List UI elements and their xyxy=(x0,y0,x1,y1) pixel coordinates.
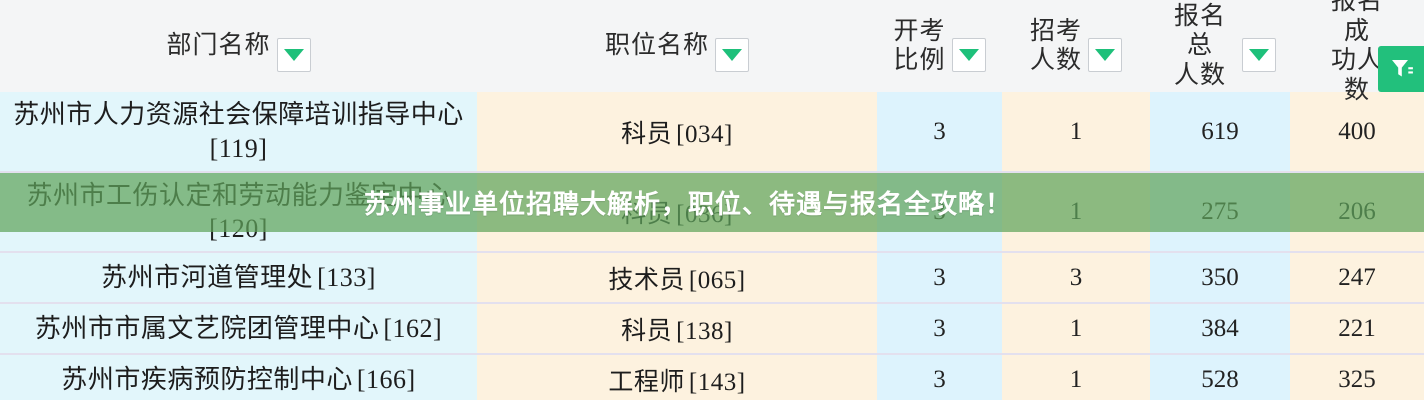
department-code: [133] xyxy=(317,262,376,292)
chevron-down-icon xyxy=(722,49,742,61)
filter-button[interactable] xyxy=(1378,46,1424,92)
cell-applicants-success: 325 xyxy=(1290,353,1424,400)
cell-applicants-total: 619 xyxy=(1150,92,1290,172)
hire-count-value: 1 xyxy=(1069,117,1083,145)
chevron-down-icon xyxy=(1095,49,1115,61)
position-code: [138] xyxy=(676,317,733,345)
applicants-success-value: 221 xyxy=(1338,314,1376,342)
column-header-label: 报名总 人数 xyxy=(1173,2,1226,89)
cell-hire-count: 1 xyxy=(1002,353,1150,400)
column-header-hire-count: 招考 人数 xyxy=(1002,0,1150,92)
cell-exam-ratio: 3 xyxy=(877,353,1002,400)
header-row: 部门名称 职位名称 开考 比 xyxy=(0,0,1424,104)
filter-dropdown-exam-ratio[interactable] xyxy=(951,38,986,72)
table-header: 部门名称 职位名称 开考 比 xyxy=(0,0,1424,104)
cell-hire-count: 1 xyxy=(1002,302,1150,354)
cell-exam-ratio: 3 xyxy=(877,92,1002,172)
column-header-department: 部门名称 xyxy=(0,0,477,92)
position-name: 科员 xyxy=(621,120,673,148)
exam-ratio-value: 3 xyxy=(933,314,946,342)
department-code: [166] xyxy=(356,365,416,395)
cell-department: 苏州市河道管理处 [133] xyxy=(0,251,477,303)
column-header-label: 职位名称 xyxy=(604,32,709,60)
table-row[interactable]: 苏州市疾病预防控制中心 [166] 工程师 [143] 3 1 528 325 xyxy=(0,353,1424,400)
position-name: 科员 xyxy=(621,317,673,345)
filter-dropdown-hire-count[interactable] xyxy=(1088,38,1122,72)
cell-hire-count: 3 xyxy=(1002,251,1150,303)
cell-exam-ratio: 3 xyxy=(877,251,1002,303)
applicants-success-value: 247 xyxy=(1338,263,1376,291)
filter-dropdown-position[interactable] xyxy=(715,38,749,72)
applicants-total-value: 619 xyxy=(1201,117,1239,145)
position-code: [065] xyxy=(688,266,746,294)
table-row[interactable]: 苏州市河道管理处 [133] 技术员 [065] 3 3 350 247 xyxy=(0,251,1424,303)
position-code: [143] xyxy=(688,369,746,396)
chevron-down-icon xyxy=(1249,49,1269,61)
headline-banner: 苏州事业单位招聘大解析，职位、待遇与报名全攻略！ xyxy=(0,173,1424,232)
chevron-down-icon xyxy=(283,49,304,61)
cell-exam-ratio: 3 xyxy=(877,302,1002,354)
column-header-exam-ratio: 开考 比例 xyxy=(877,0,1002,92)
hire-count-value: 3 xyxy=(1069,263,1083,291)
applicants-success-value: 400 xyxy=(1338,117,1376,145)
department-name: 苏州市河道管理处 xyxy=(101,262,314,292)
cell-position: 科员 [034] xyxy=(477,92,877,172)
filter-dropdown-department[interactable] xyxy=(276,38,311,72)
table-row[interactable]: 苏州市市属文艺院团管理中心 [162] 科员 [138] 3 1 384 221 xyxy=(0,302,1424,354)
column-header-label: 报名成 功人数 xyxy=(1330,0,1383,104)
exam-ratio-value: 3 xyxy=(933,117,946,145)
hire-count-value: 1 xyxy=(1069,314,1083,342)
cell-position: 科员 [138] xyxy=(477,302,877,354)
department-code: [119] xyxy=(209,133,268,163)
cell-applicants-total: 528 xyxy=(1150,353,1290,400)
hire-count-value: 1 xyxy=(1069,366,1083,393)
filter-icon xyxy=(1392,60,1413,77)
cell-hire-count: 1 xyxy=(1002,92,1150,172)
applicants-total-value: 384 xyxy=(1201,314,1239,342)
cell-applicants-success: 400 xyxy=(1290,92,1424,172)
table-body: 苏州市人力资源社会保障培训指导中心 [119] 科员 [034] 3 1 619 xyxy=(0,92,1424,400)
applicants-total-value: 350 xyxy=(1201,263,1239,291)
department-name: 苏州市疾病预防控制中心 xyxy=(61,365,353,395)
column-header-label: 招考 人数 xyxy=(1029,17,1082,75)
department-name: 苏州市市属文艺院团管理中心 xyxy=(34,313,380,343)
position-code: [034] xyxy=(676,120,733,148)
department-name: 苏州市人力资源社会保障培训指导中心 xyxy=(13,100,464,130)
cell-applicants-success: 221 xyxy=(1290,302,1424,354)
table-row[interactable]: 苏州市人力资源社会保障培训指导中心 [119] 科员 [034] 3 1 619 xyxy=(0,92,1424,172)
cell-position: 工程师 [143] xyxy=(477,353,877,400)
cell-position: 技术员 [065] xyxy=(477,251,877,303)
headline-text: 苏州事业单位招聘大解析，职位、待遇与报名全攻略！ xyxy=(364,189,1013,219)
exam-ratio-value: 3 xyxy=(933,366,946,393)
column-header-applicants-total: 报名总 人数 xyxy=(1150,0,1290,92)
applicants-success-value: 325 xyxy=(1338,366,1376,393)
position-name: 工程师 xyxy=(608,369,685,396)
filter-dropdown-applicants-total[interactable] xyxy=(1242,38,1276,72)
column-header-position: 职位名称 xyxy=(477,0,877,92)
position-name: 技术员 xyxy=(608,266,685,294)
cell-applicants-total: 384 xyxy=(1150,302,1290,354)
cell-department: 苏州市市属文艺院团管理中心 [162] xyxy=(0,302,477,354)
department-code: [162] xyxy=(383,313,443,343)
cell-department: 苏州市人力资源社会保障培训指导中心 [119] xyxy=(0,92,477,172)
exam-ratio-value: 3 xyxy=(933,263,946,291)
applicants-total-value: 528 xyxy=(1201,366,1239,393)
cell-applicants-total: 350 xyxy=(1150,251,1290,303)
chevron-down-icon xyxy=(958,49,979,61)
column-header-label: 开考 比例 xyxy=(893,17,946,75)
column-header-label: 部门名称 xyxy=(166,32,271,60)
cell-department: 苏州市疾病预防控制中心 [166] xyxy=(0,353,477,400)
cell-applicants-success: 247 xyxy=(1290,251,1424,303)
